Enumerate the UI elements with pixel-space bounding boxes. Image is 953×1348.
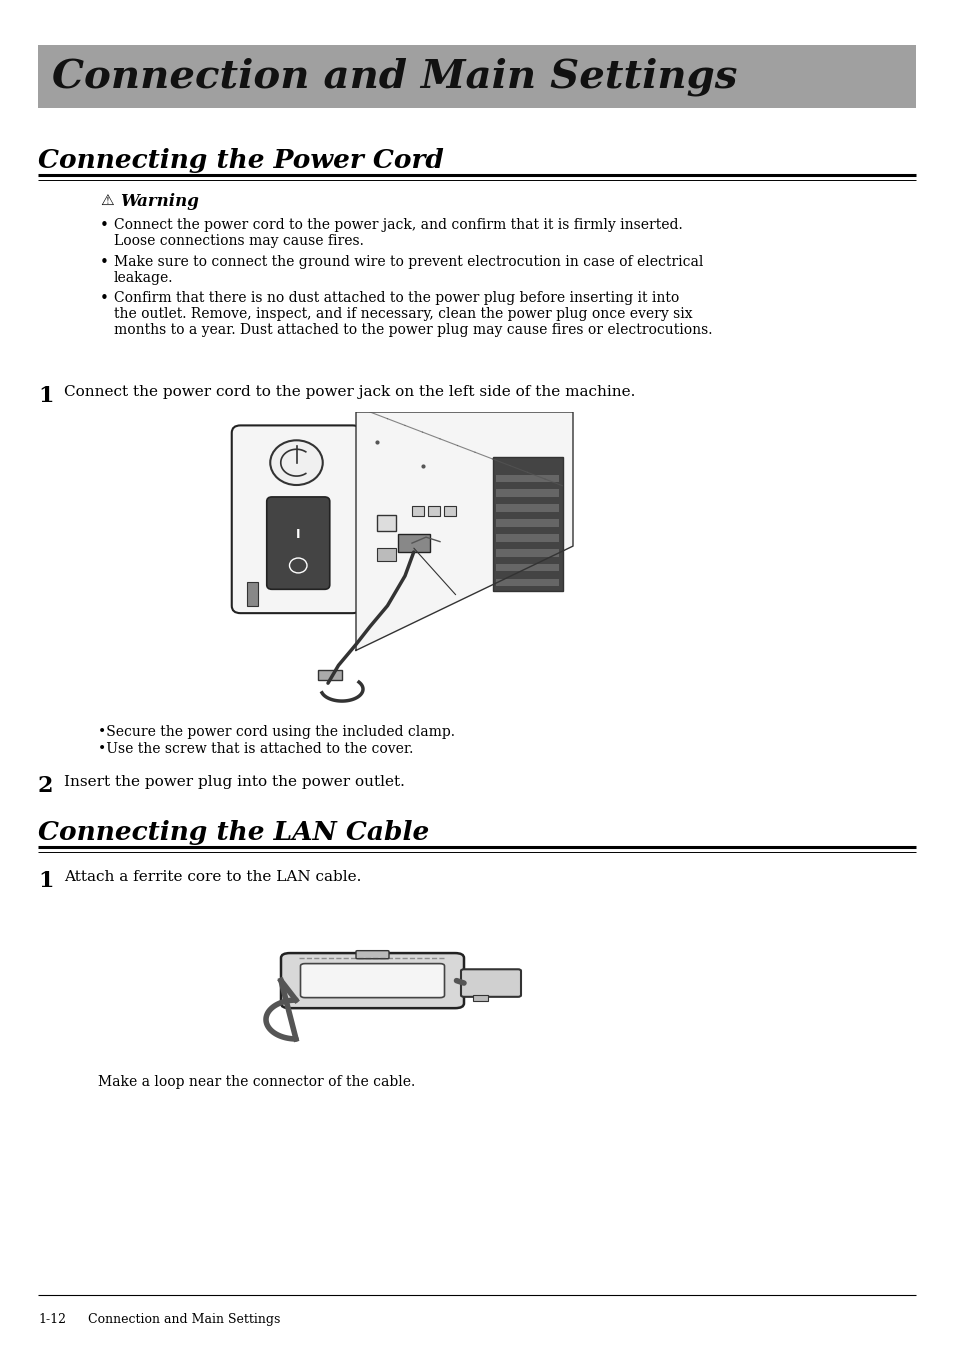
Text: ⚠: ⚠ <box>100 193 113 208</box>
FancyBboxPatch shape <box>281 953 463 1008</box>
Text: Connection and Main Settings: Connection and Main Settings <box>52 57 737 96</box>
Text: •Use the screw that is attached to the cover.: •Use the screw that is attached to the c… <box>98 741 413 756</box>
Text: Make a loop near the connector of the cable.: Make a loop near the connector of the ca… <box>98 1074 415 1089</box>
Text: the outlet. Remove, inspect, and if necessary, clean the power plug once every s: the outlet. Remove, inspect, and if nece… <box>113 307 692 321</box>
Text: 1: 1 <box>38 869 53 892</box>
Bar <box>247 582 257 605</box>
Text: Warning: Warning <box>120 193 198 210</box>
FancyBboxPatch shape <box>300 964 444 998</box>
Text: •: • <box>100 255 109 270</box>
Text: I: I <box>295 527 300 541</box>
Bar <box>496 519 558 527</box>
Bar <box>397 534 429 553</box>
Text: Connect the power cord to the power jack on the left side of the machine.: Connect the power cord to the power jack… <box>64 386 635 399</box>
Text: •: • <box>100 291 109 306</box>
Text: •Secure the power cord using the included clamp.: •Secure the power cord using the include… <box>98 725 455 739</box>
Circle shape <box>289 558 307 573</box>
FancyBboxPatch shape <box>267 497 330 589</box>
Text: 1: 1 <box>38 386 53 407</box>
Bar <box>496 549 558 557</box>
Bar <box>38 44 915 108</box>
Text: Attach a ferrite core to the LAN cable.: Attach a ferrite core to the LAN cable. <box>64 869 361 884</box>
Text: 1-12: 1-12 <box>38 1313 66 1326</box>
Bar <box>427 506 439 516</box>
Bar <box>376 547 395 561</box>
FancyBboxPatch shape <box>232 426 361 613</box>
Bar <box>496 563 558 572</box>
Text: leakage.: leakage. <box>113 271 173 284</box>
FancyBboxPatch shape <box>460 969 520 996</box>
Text: •: • <box>100 218 109 233</box>
Polygon shape <box>355 412 573 650</box>
Text: Connecting the LAN Cable: Connecting the LAN Cable <box>38 820 429 845</box>
Bar <box>496 578 558 586</box>
Text: Connect the power cord to the power jack, and confirm that it is firmly inserted: Connect the power cord to the power jack… <box>113 218 682 232</box>
Bar <box>496 534 558 542</box>
Text: 2: 2 <box>38 775 53 797</box>
Text: Connection and Main Settings: Connection and Main Settings <box>88 1313 280 1326</box>
Circle shape <box>270 441 322 485</box>
Bar <box>496 504 558 512</box>
Text: Connecting the Power Cord: Connecting the Power Cord <box>38 148 443 173</box>
Bar <box>496 489 558 497</box>
Bar <box>376 515 395 531</box>
Bar <box>496 474 558 483</box>
Bar <box>443 506 456 516</box>
Bar <box>473 995 488 1000</box>
Bar <box>317 670 341 681</box>
Text: Loose connections may cause fires.: Loose connections may cause fires. <box>113 235 363 248</box>
Bar <box>412 506 424 516</box>
FancyBboxPatch shape <box>355 950 389 958</box>
Text: Make sure to connect the ground wire to prevent electrocution in case of electri: Make sure to connect the ground wire to … <box>113 255 702 270</box>
Bar <box>492 457 562 590</box>
Text: Confirm that there is no dust attached to the power plug before inserting it int: Confirm that there is no dust attached t… <box>113 291 679 305</box>
Text: months to a year. Dust attached to the power plug may cause fires or electrocuti: months to a year. Dust attached to the p… <box>113 324 712 337</box>
Text: Insert the power plug into the power outlet.: Insert the power plug into the power out… <box>64 775 404 789</box>
